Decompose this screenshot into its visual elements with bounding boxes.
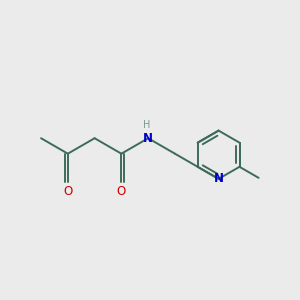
Text: O: O <box>63 185 73 198</box>
Text: H: H <box>143 120 150 130</box>
Text: N: N <box>214 172 224 185</box>
Text: O: O <box>117 185 126 198</box>
Text: N: N <box>143 132 153 145</box>
